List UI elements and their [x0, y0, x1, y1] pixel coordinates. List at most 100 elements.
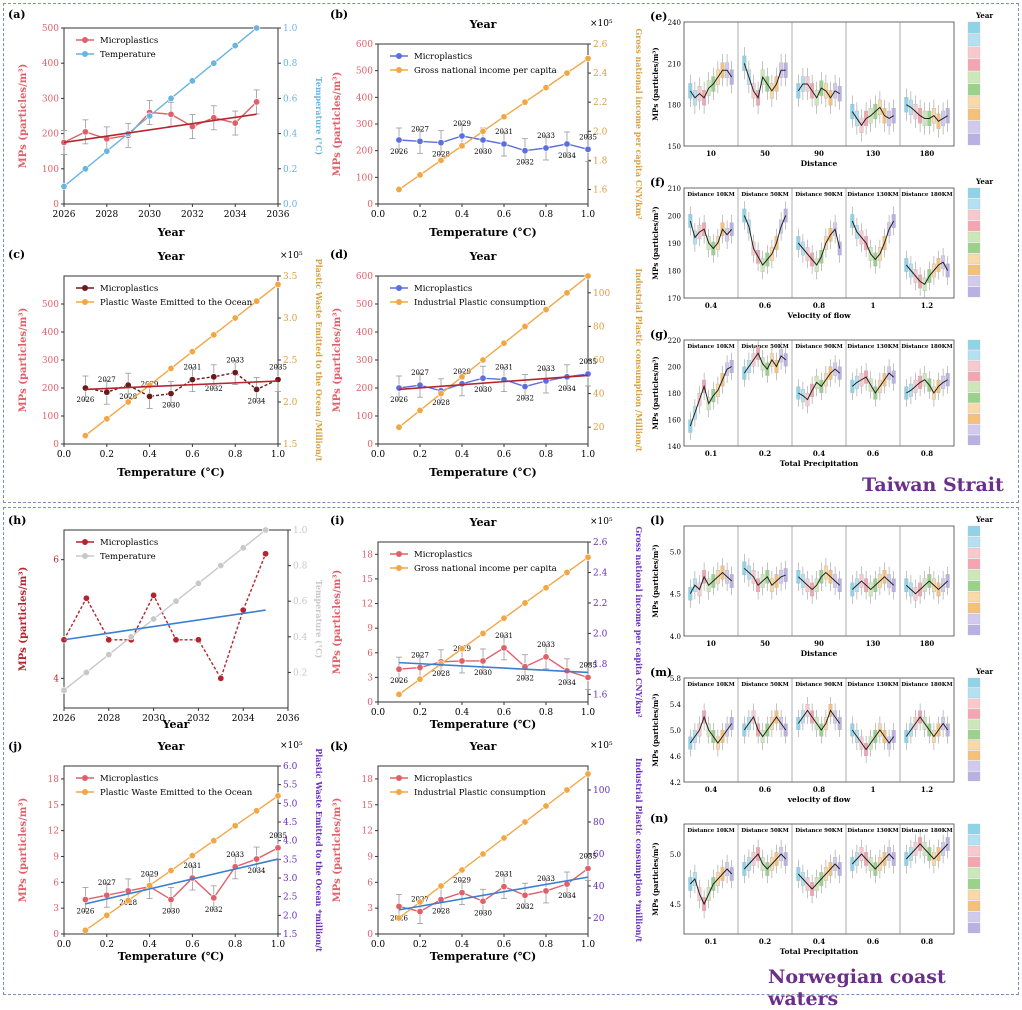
group-subtitle: Distance 50KM	[741, 344, 788, 350]
x-tick-label: 2026	[53, 210, 76, 220]
x-tick-label: 130	[866, 149, 881, 158]
box	[837, 717, 842, 730]
y2-tick-label: 0.4	[293, 633, 308, 643]
data-point	[563, 289, 571, 297]
y-tick-label: 150	[668, 143, 681, 151]
series-line-1	[398, 135, 589, 152]
y-tick-label: 220	[668, 337, 681, 345]
chart-title: Year	[469, 516, 497, 529]
panel-k-svg: (k) Year ×10⁵ 0.0 0.2 0.4 0.6 0.8 1.0 0 3 6 9 12 15 18 2…	[330, 740, 644, 963]
y2-tick-label: 4.0	[283, 837, 298, 847]
data-point	[395, 690, 403, 698]
median-line	[905, 580, 949, 595]
group-subtitle: Distance 130KM	[847, 828, 898, 834]
x-tick-label: 0.0	[371, 940, 386, 950]
legend-label: Gross national income per capita	[414, 564, 557, 574]
y-tick-label: 0	[367, 200, 373, 210]
data-point	[437, 882, 445, 890]
data-point	[521, 891, 529, 899]
point-year-label: 2033	[537, 132, 555, 140]
data-point	[167, 867, 175, 875]
group-subtitle: Distance 180KM	[901, 192, 952, 198]
panel-label: (i)	[330, 514, 345, 527]
data-point	[60, 182, 68, 190]
point-year-label: 2032	[205, 385, 223, 393]
median-line	[743, 352, 787, 374]
data-point	[172, 636, 180, 644]
y2-tick-label: 0.6	[293, 597, 308, 607]
box	[850, 103, 855, 120]
point-year-label: 2026	[390, 677, 408, 685]
data-point	[395, 185, 403, 193]
y-axis-label: MPs (particles/m³)	[332, 308, 343, 413]
data-point	[274, 844, 282, 852]
panel-label: (n)	[650, 812, 668, 825]
median-line	[743, 215, 787, 266]
y-tick-label: 200	[42, 384, 59, 394]
point-year-label: 2034	[558, 679, 576, 687]
panel-label: (a)	[8, 8, 26, 21]
legend-swatch	[967, 371, 981, 382]
y-tick-label: 200	[42, 130, 59, 140]
legend-label: Microplastics	[414, 284, 472, 294]
x-tick-label: 0.1	[705, 449, 717, 458]
plot-frame	[683, 187, 955, 299]
box	[688, 586, 693, 601]
box	[891, 214, 896, 228]
point-year-label: 2034	[558, 385, 576, 393]
x-tick-label: 2028	[95, 210, 118, 220]
chart-title: Year	[469, 250, 497, 263]
data-point	[188, 77, 196, 85]
panel-k-chart: (k) Year ×10⁵ 0.0 0.2 0.4 0.6 0.8 1.0 0 3 6 9 12 15 18 2…	[328, 738, 644, 966]
y2-tick-label: 4.5	[283, 818, 298, 828]
legend-swatch-marker	[396, 53, 402, 59]
x-tick-label: 1.0	[581, 940, 596, 950]
panel-label: (k)	[330, 740, 348, 753]
trend-line	[63, 609, 266, 641]
legend-swatch	[967, 558, 981, 570]
data-point	[253, 24, 261, 32]
data-point	[416, 171, 424, 179]
point-year-label: 2033	[537, 641, 555, 649]
legend-swatch	[967, 602, 981, 614]
median-line	[851, 106, 894, 127]
y-tick-label: 600	[356, 40, 373, 50]
data-point	[81, 432, 89, 440]
data-point	[103, 147, 111, 155]
y-tick-label: 12	[362, 827, 373, 837]
x-tick-label: 2036	[267, 210, 290, 220]
data-point	[416, 406, 424, 414]
box	[742, 208, 747, 223]
box	[796, 717, 801, 730]
legend-swatch	[967, 677, 981, 688]
data-point	[542, 144, 550, 152]
box	[742, 723, 747, 737]
y-tick-label: 100	[42, 412, 59, 422]
data-point	[188, 376, 196, 384]
trend-line	[85, 380, 279, 391]
y-tick-label: 500	[42, 24, 59, 34]
y2-tick-label: 60	[593, 356, 605, 366]
data-point	[500, 614, 508, 622]
data-point	[584, 673, 592, 681]
data-point	[479, 657, 487, 665]
box	[729, 69, 734, 85]
y-tick-label: 210	[668, 60, 681, 68]
panel-n-svg: (n) 4.5 5.0 MPs (particles/m³) 0.1 Distance 1…	[650, 812, 981, 956]
data-point	[563, 786, 571, 794]
box	[688, 83, 693, 99]
data-point	[81, 165, 89, 173]
data-point	[563, 69, 571, 77]
y2-axis-label: Temperature (°C)	[314, 77, 324, 155]
plot-frame	[683, 21, 955, 147]
panel-label: (b)	[330, 8, 348, 21]
plot-frame	[377, 765, 589, 935]
legend-swatch	[967, 209, 981, 221]
panel-label: (e)	[650, 10, 667, 23]
point-year-label: 2028	[432, 908, 450, 916]
legend-swatch-marker	[82, 539, 88, 545]
point-year-label: 2031	[495, 128, 513, 136]
y2-tick-label: 2.4	[593, 69, 608, 79]
legend-swatch-marker	[82, 285, 88, 291]
y2-tick-label: 2.0	[283, 911, 298, 921]
